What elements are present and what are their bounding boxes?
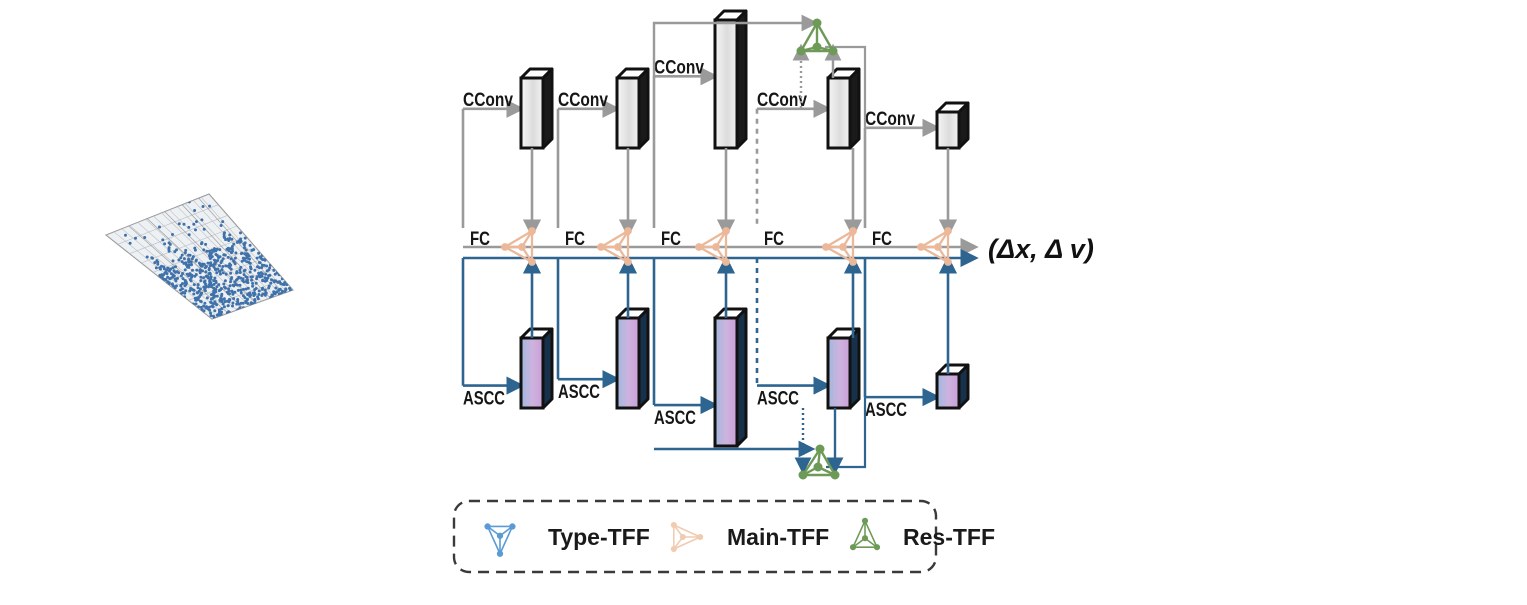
svg-text:ASCC: ASCC — [558, 381, 600, 403]
svg-text:FC: FC — [764, 228, 784, 250]
svg-text:(Δx, Δ v): (Δx, Δ v) — [988, 234, 1094, 264]
svg-text:ASCC: ASCC — [654, 407, 696, 429]
svg-text:CConv: CConv — [654, 56, 704, 78]
svg-text:FC: FC — [872, 228, 892, 250]
svg-text:FC: FC — [565, 228, 585, 250]
svg-text:ASCC: ASCC — [865, 399, 907, 421]
svg-text:CConv: CConv — [865, 108, 915, 130]
svg-text:Res-TFF: Res-TFF — [903, 524, 995, 550]
svg-text:Type-TFF: Type-TFF — [548, 524, 650, 550]
svg-text:ASCC: ASCC — [757, 388, 799, 410]
svg-text:ASCC: ASCC — [463, 388, 505, 410]
svg-text:FC: FC — [661, 228, 681, 250]
svg-text:CConv: CConv — [757, 89, 807, 111]
svg-text:CConv: CConv — [463, 89, 513, 111]
svg-text:Main-TFF: Main-TFF — [727, 524, 829, 550]
svg-text:CConv: CConv — [558, 89, 608, 111]
svg-text:FC: FC — [470, 228, 490, 250]
